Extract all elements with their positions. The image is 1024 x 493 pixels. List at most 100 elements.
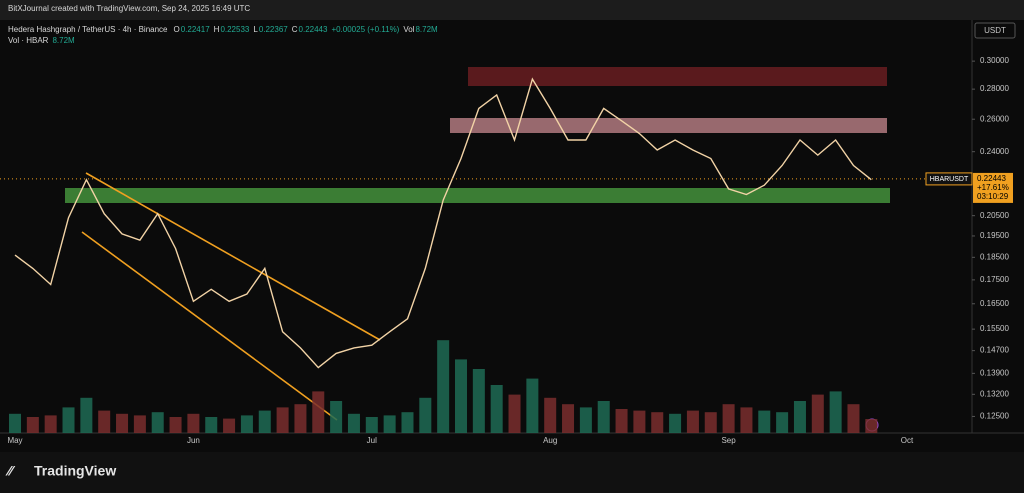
volume-bar — [419, 397, 432, 433]
ohlc-label: O — [174, 25, 180, 34]
x-tick-label: Oct — [901, 436, 914, 445]
price-change: +17.61% — [977, 183, 1009, 192]
change: +0.00025 (+0.11%) — [331, 25, 399, 34]
price-tag-symbol: HBARUSDT — [930, 176, 969, 183]
volume-bar — [793, 401, 806, 433]
resistance-zone — [450, 118, 887, 133]
y-tick-label: 0.13200 — [980, 389, 1009, 398]
volume-bar — [151, 412, 164, 433]
volume-bar — [62, 407, 75, 433]
volume-bar — [597, 401, 610, 433]
x-tick-label: Aug — [543, 436, 557, 445]
volume-bar — [544, 397, 557, 433]
volume-bar — [240, 415, 253, 433]
ohlc-value: 0.22367 — [259, 25, 288, 34]
y-tick-label: 0.20500 — [980, 211, 1009, 220]
y-tick-label: 0.24000 — [980, 147, 1009, 156]
brand: TradingView — [34, 463, 116, 479]
volume-bar — [615, 409, 628, 433]
ohlc-value: 0.22443 — [299, 25, 328, 34]
ohlc-label: H — [214, 25, 220, 34]
footer — [0, 452, 1024, 493]
volume-bar — [776, 412, 789, 433]
price-tag — [925, 172, 973, 186]
volume-bar — [811, 394, 824, 433]
volume-bar — [98, 410, 111, 433]
y-tick-label: 0.14700 — [980, 346, 1009, 355]
volume-bar — [865, 419, 878, 433]
volume-bar — [562, 404, 575, 433]
volume-bar — [740, 407, 753, 433]
volume-bar — [294, 404, 307, 433]
y-tick-label: 0.19500 — [980, 231, 1009, 240]
y-tick-label: 0.17500 — [980, 275, 1009, 284]
volume-bar — [26, 417, 39, 433]
volume-bar — [579, 407, 592, 433]
countdown: 03:10:29 — [977, 192, 1009, 201]
volume-bar — [44, 415, 57, 433]
y-tick-label: 0.30000 — [980, 56, 1009, 65]
symbol-title: Hedera Hashgraph / TetherUS · 4h · Binan… — [8, 25, 168, 34]
y-tick-label: 0.28000 — [980, 84, 1009, 93]
vol-title: Vol · HBAR — [8, 36, 49, 45]
ohlc-value: 0.22533 — [220, 25, 249, 34]
price-box — [973, 172, 1013, 203]
volume-bar — [490, 385, 503, 433]
volume-bar — [508, 394, 521, 433]
volume-bar — [704, 412, 717, 433]
volume-bar — [633, 410, 646, 433]
volume-bar — [526, 378, 539, 433]
y-tick-label: 0.12500 — [980, 412, 1009, 421]
y-tick-label: 0.18500 — [980, 252, 1009, 261]
brand-logo: ⁄⁄ — [5, 463, 15, 479]
price-line — [14, 77, 872, 369]
support-zone — [65, 188, 890, 203]
volume-bar — [758, 410, 771, 433]
volume-bar — [472, 369, 485, 433]
channel-line — [85, 172, 381, 341]
resistance-zone — [468, 67, 887, 86]
volume-bar — [223, 418, 236, 433]
last-price: 0.22443 — [977, 174, 1006, 183]
currency: USDT — [984, 26, 1006, 35]
volume-bar — [347, 413, 360, 433]
volume-bar — [383, 415, 396, 433]
vol-title-value: 8.72M — [52, 36, 75, 45]
y-tick-label: 0.15500 — [980, 324, 1009, 333]
volume-bar — [722, 404, 735, 433]
ohlc-label: L — [253, 25, 258, 34]
volume-bar — [651, 412, 664, 433]
y-tick-label: 0.16500 — [980, 299, 1009, 308]
volume-bar — [169, 417, 182, 433]
volume-bar — [686, 410, 699, 433]
volume-bar — [187, 413, 200, 433]
credit: BitXJournal created with TradingView.com… — [8, 4, 250, 13]
vol-label: Vol — [403, 25, 414, 34]
volume-bar — [205, 417, 218, 433]
volume-bar — [437, 340, 450, 433]
ohlc-value: 0.22417 — [181, 25, 210, 34]
volume-bar — [276, 407, 289, 433]
x-tick-label: Jul — [367, 436, 377, 445]
volume-bar — [401, 412, 414, 433]
volume-bar — [365, 417, 378, 433]
volume-bar — [829, 391, 842, 433]
volume-bar — [669, 413, 682, 433]
currency-box — [974, 22, 1016, 39]
volume-bar — [258, 410, 271, 433]
channel-line — [81, 231, 338, 421]
vol-value: 8.72M — [415, 25, 438, 34]
x-tick-label: May — [7, 436, 22, 445]
volume-bar — [330, 401, 343, 433]
volume-bar — [133, 415, 146, 433]
volume-bar — [80, 397, 93, 433]
volume-bar — [116, 413, 129, 433]
volume-bar — [455, 359, 467, 433]
volume-bar — [9, 413, 21, 433]
x-tick-label: Jun — [187, 436, 200, 445]
top-bar — [0, 0, 1024, 20]
volume-bar — [847, 404, 860, 433]
ohlc-label: C — [292, 25, 298, 34]
